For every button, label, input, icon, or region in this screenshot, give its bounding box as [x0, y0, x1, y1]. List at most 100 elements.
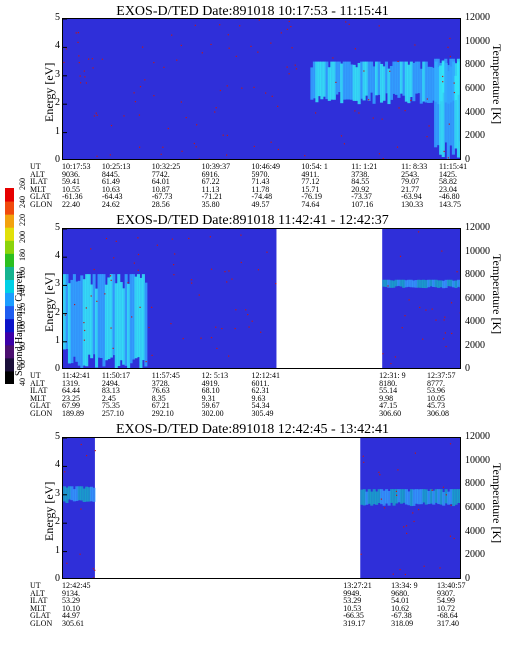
heatmap-cell: [459, 489, 460, 504]
noise-point: [453, 537, 455, 540]
noise-point: [112, 347, 114, 349]
noise-point: [387, 285, 389, 287]
noise-point: [291, 47, 293, 49]
noise-point: [151, 354, 153, 356]
heatmap-cell: [447, 491, 451, 505]
noise-point: [380, 498, 383, 500]
heatmap-cell: [72, 274, 76, 357]
noise-point: [410, 99, 412, 102]
noise-point: [404, 573, 406, 576]
colorbar-segment: [5, 292, 14, 307]
noise-point: [93, 268, 95, 271]
noise-point: [270, 42, 272, 44]
noise-point: [435, 319, 437, 321]
colorbar-segment: [5, 188, 14, 202]
heatmap-cell: [75, 486, 79, 501]
heatmap-cell: [362, 61, 366, 101]
orbit-cell: 10.55: [62, 184, 80, 194]
noise-point: [419, 306, 421, 309]
noise-point: [443, 319, 445, 321]
noise-point: [228, 355, 230, 357]
noise-point: [188, 237, 190, 240]
orbit-cell: -67.38: [391, 611, 412, 620]
heatmap-cell: [365, 61, 369, 96]
noise-point: [379, 474, 381, 476]
noise-point: [93, 577, 95, 578]
noise-point: [193, 142, 195, 145]
noise-point: [414, 44, 416, 46]
noise-point: [156, 244, 158, 246]
noise-point: [363, 70, 365, 72]
orbit-cell: 11:57:45: [151, 371, 180, 380]
heatmap-cell: [449, 279, 453, 287]
noise-point: [144, 79, 146, 81]
orbit-cell: 9680.: [391, 588, 410, 598]
heatmap-cell: [417, 489, 421, 505]
noise-point: [439, 567, 441, 569]
orbit-cell: 54.99: [437, 596, 456, 605]
heatmap-cell: [412, 489, 416, 506]
noise-point: [450, 302, 453, 304]
heatmap-cell: [422, 489, 426, 503]
heatmap-cell: [124, 274, 128, 366]
orbit-cell: 306.60: [379, 408, 402, 418]
y-tick-label-left: 4: [55, 40, 60, 52]
heatmap-cell: [397, 61, 401, 98]
y-tick-label-left: 5: [55, 431, 60, 442]
orbit-cell: 20.92: [351, 184, 370, 194]
heatmap-cell: [422, 61, 426, 102]
noise-point: [226, 85, 228, 87]
orbit-row-label: ILAT: [30, 596, 48, 605]
orbit-cell: 130.33: [401, 199, 424, 209]
noise-point: [195, 146, 197, 148]
orbit-row-label: UT: [30, 371, 41, 380]
colorbar-segment: [5, 240, 14, 254]
heatmap-cell: [419, 279, 423, 288]
y-axis-title-right: Temperature [K]: [490, 463, 504, 544]
heatmap-cell: [372, 489, 376, 505]
noise-point: [78, 61, 80, 64]
orbit-cell: 47.15: [379, 401, 398, 410]
noise-point: [226, 281, 228, 283]
data-coverage-region: [382, 229, 460, 368]
orbit-row-label: GLAT: [30, 401, 51, 410]
noise-point: [173, 274, 175, 276]
heatmap-cell: [63, 486, 67, 502]
y-axis-title-right: Temperature [K]: [490, 253, 504, 334]
noise-point: [401, 327, 403, 329]
heatmap-cell: [87, 274, 91, 355]
noise-point: [450, 504, 452, 506]
noise-point: [104, 293, 106, 295]
noise-point: [363, 461, 365, 463]
orbit-row-label: GLAT: [30, 611, 51, 620]
heatmap-cell: [429, 66, 433, 103]
noise-point: [141, 46, 144, 48]
orbit-cell: 58.82: [439, 177, 457, 186]
orbit-cell: 11.78: [251, 184, 270, 194]
noise-point: [449, 535, 452, 537]
heatmap-cell: [419, 68, 423, 104]
orbit-cell: 59.41: [62, 177, 80, 186]
noise-point: [228, 47, 230, 49]
heatmap-cell: [144, 282, 148, 367]
heatmap-cell: [77, 280, 81, 366]
heatmap-cell: [129, 274, 133, 364]
heatmap-cell: [441, 60, 445, 158]
orbit-cell: 10:46:49: [251, 162, 280, 171]
heatmap-cell: [92, 487, 96, 502]
colorbar-segment: [5, 201, 14, 215]
heatmap-cell: [439, 65, 443, 155]
orbit-cell: 54.34: [251, 401, 270, 410]
orbit-cell: 10:25:13: [101, 162, 131, 171]
colorbar-segment: [5, 279, 14, 294]
noise-point: [191, 282, 193, 284]
heatmap-cell: [109, 274, 113, 358]
noise-point: [91, 58, 93, 60]
y-tick-label-right: 4000: [465, 316, 485, 327]
orbit-cell: 9.98: [379, 393, 394, 403]
heatmap-cell: [387, 490, 391, 506]
y-tick-label-left: 0: [55, 363, 60, 374]
noise-point: [92, 568, 95, 570]
y-tick-label-left: 2: [55, 516, 60, 528]
heatmap-cell: [141, 274, 145, 361]
